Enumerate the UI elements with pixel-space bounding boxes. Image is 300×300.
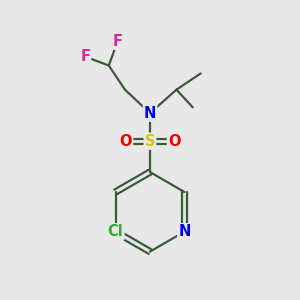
Text: F: F — [80, 49, 90, 64]
Text: O: O — [120, 134, 132, 149]
Text: N: N — [144, 106, 156, 121]
Text: N: N — [178, 224, 190, 239]
Text: S: S — [145, 134, 155, 149]
Text: F: F — [112, 34, 123, 49]
Text: Cl: Cl — [108, 224, 124, 239]
Text: O: O — [168, 134, 180, 149]
